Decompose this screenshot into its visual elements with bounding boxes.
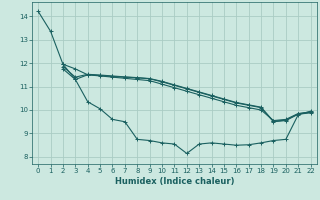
X-axis label: Humidex (Indice chaleur): Humidex (Indice chaleur) [115, 177, 234, 186]
